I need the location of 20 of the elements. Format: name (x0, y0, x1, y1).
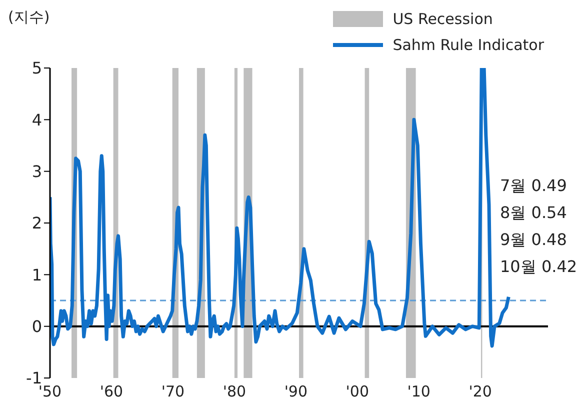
y-tick-label: 3 (32, 162, 42, 182)
x-tick-label: '90 (284, 382, 308, 401)
annotation: 10월 0.42 (500, 257, 578, 278)
annotation: 7월 0.49 (500, 176, 567, 197)
x-tick-label: '70 (161, 382, 185, 401)
y-tick-label: 2 (32, 214, 42, 233)
x-tick-label: '60 (100, 382, 124, 401)
legend-label: Sahm Rule Indicator (392, 35, 544, 56)
x-tick-label: '80 (222, 382, 246, 401)
y-tick-label: 4 (32, 110, 42, 130)
y-axis-title: (지수) (8, 8, 50, 27)
y-tick-label: 0 (32, 317, 42, 336)
y-tick-label: 1 (32, 265, 42, 284)
legend-label: US Recession (392, 9, 494, 30)
y-tick-label: 5 (32, 58, 42, 78)
annotation: 9월 0.48 (500, 230, 567, 251)
annotation: 8월 0.54 (500, 203, 567, 224)
x-tick-label: '10 (407, 382, 430, 401)
x-tick-label: '00 (346, 382, 370, 401)
x-tick-label: '20 (468, 382, 492, 401)
